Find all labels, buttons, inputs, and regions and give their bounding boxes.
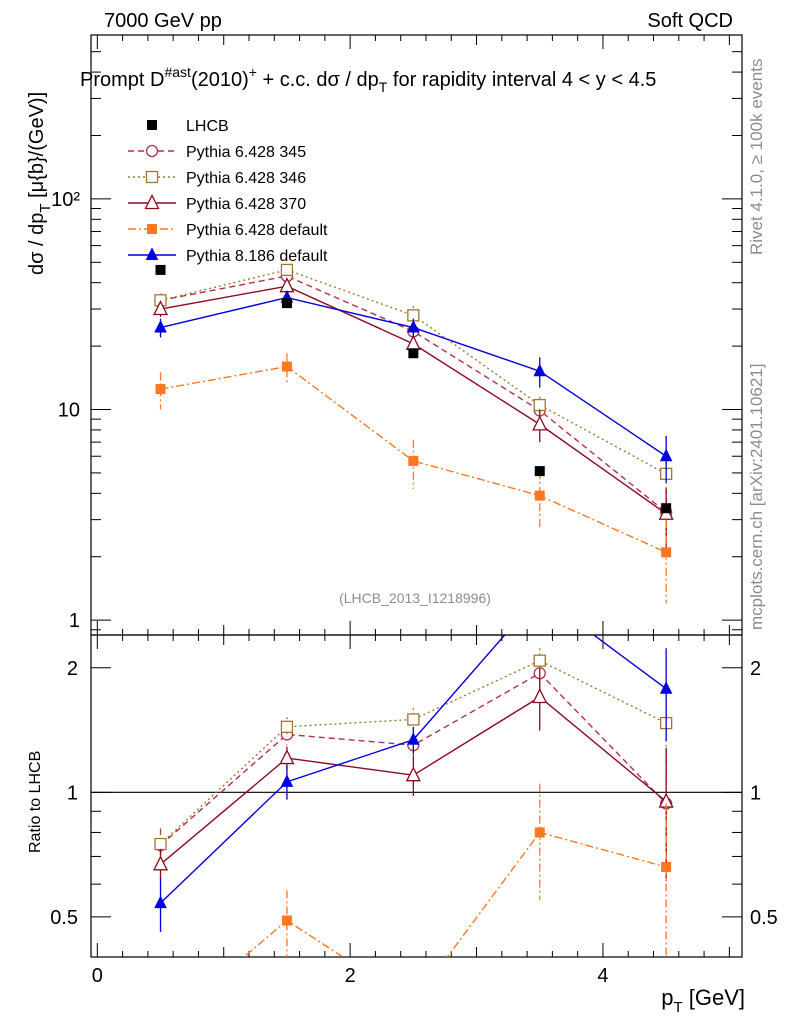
legend-label: Pythia 6.428 370 [186, 196, 306, 213]
legend-marker [145, 247, 159, 260]
legend-item: Pythia 6.428 default [128, 222, 328, 239]
legend-marker [147, 224, 157, 234]
ratio-point [534, 588, 545, 599]
legend-item: Pythia 6.428 370 [128, 194, 306, 213]
legend-item-lhcb: LHCB [147, 118, 229, 135]
lhcb-data-point [155, 264, 166, 275]
ratio-point [405, 766, 421, 782]
collision-label: 7000 GeV pp [104, 10, 222, 32]
series-line [160, 275, 667, 513]
legend-marker [144, 194, 160, 210]
legend-marker [147, 120, 157, 130]
series-line [160, 365, 667, 553]
data-point [155, 384, 166, 395]
analysis-reference: (LHCB_2013_I1218996) [339, 590, 491, 606]
ratio-plot-frame [90, 634, 743, 958]
series-line [160, 269, 667, 475]
ratio-tick-label-right: 1 [750, 782, 761, 804]
data-point [533, 398, 546, 412]
legend-label: LHCB [186, 118, 229, 135]
lhcb-data-point [408, 348, 419, 359]
x-axis-label: pT [GeV] [661, 985, 745, 1016]
data-point [405, 334, 421, 351]
ratio-series-pythia-8-186-default [154, 588, 673, 932]
ratio-point [661, 862, 672, 873]
ratio-point [279, 749, 295, 765]
ratio-tick-label-right: 0.5 [750, 907, 778, 929]
series-pythia-6-428-default [155, 353, 672, 604]
ratio-point [154, 895, 167, 909]
data-point [532, 415, 548, 431]
lhcb-data-point [534, 466, 545, 477]
ratio-point [281, 915, 292, 926]
ratio-y-axis-label: Ratio to LHCB [27, 751, 44, 853]
series-lhcb [155, 264, 672, 514]
ratio-point [409, 998, 418, 1007]
data-point [281, 361, 292, 372]
ratio-point [533, 654, 546, 667]
data-point [279, 277, 295, 293]
rivet-version-label: Rivet 4.1.0, ≥ 100k events [747, 59, 766, 255]
data-point [280, 263, 294, 277]
y-tick-label: 10 [58, 400, 80, 422]
ratio-tick-label-right: 2 [750, 658, 761, 680]
y-tick-label: 10² [51, 189, 80, 211]
ratio-tick-label: 0.5 [50, 907, 78, 929]
legend-label: Pythia 8.186 default [186, 248, 328, 265]
data-point [408, 455, 419, 466]
data-point [154, 319, 167, 333]
ratio-series-pythia-6-428-default [242, 783, 672, 1007]
data-point [661, 547, 672, 558]
ratio-point [280, 774, 294, 787]
legend-marker [145, 170, 159, 184]
x-tick-label: 2 [345, 965, 356, 987]
plot-title: Prompt D#ast(2010)+ + c.c. dσ / dpT for … [80, 64, 656, 95]
mcplots-label: mcplots.cern.ch [arXiv:2401.10621] [747, 364, 766, 630]
data-point [659, 448, 673, 462]
x-tick-label: 4 [597, 965, 608, 987]
legend-label: Pythia 6.428 345 [186, 144, 306, 161]
ratio-line [242, 831, 667, 957]
legend-label: Pythia 6.428 default [186, 222, 328, 239]
legend-item: Pythia 6.428 346 [128, 170, 306, 187]
ratio-point [154, 837, 167, 851]
main-panel-series [152, 263, 674, 604]
ratio-tick-label: 1 [67, 782, 78, 804]
data-point [407, 319, 420, 333]
y-axis-label: dσ / dpT [μ{b}/(GeV)] [26, 92, 54, 275]
ratio-point [659, 681, 673, 694]
ratio-point [534, 827, 545, 838]
legend-marker [145, 144, 159, 158]
data-point [533, 363, 547, 377]
ratio-point [152, 855, 169, 871]
lhcb-data-point [661, 503, 672, 514]
data-point [534, 490, 545, 501]
legend-label: Pythia 6.428 346 [186, 170, 306, 187]
ratio-panel-series [152, 588, 674, 1007]
category-label: Soft QCD [647, 10, 733, 32]
data-point [152, 300, 169, 316]
ratio-point [407, 732, 420, 745]
ratio-tick-label: 2 [67, 658, 78, 680]
y-tick-label: 1 [69, 610, 80, 632]
x-tick-label: 0 [92, 965, 103, 987]
legend-item: Pythia 6.428 345 [128, 144, 306, 161]
ratio-series-pythia-6-428-370 [152, 668, 674, 882]
ratio-point [532, 688, 548, 704]
lhcb-data-point [281, 298, 292, 309]
ratio-point [407, 713, 420, 726]
ratio-line [160, 659, 667, 845]
legend-item: Pythia 8.186 default [128, 247, 328, 265]
ratio-point [280, 720, 294, 733]
